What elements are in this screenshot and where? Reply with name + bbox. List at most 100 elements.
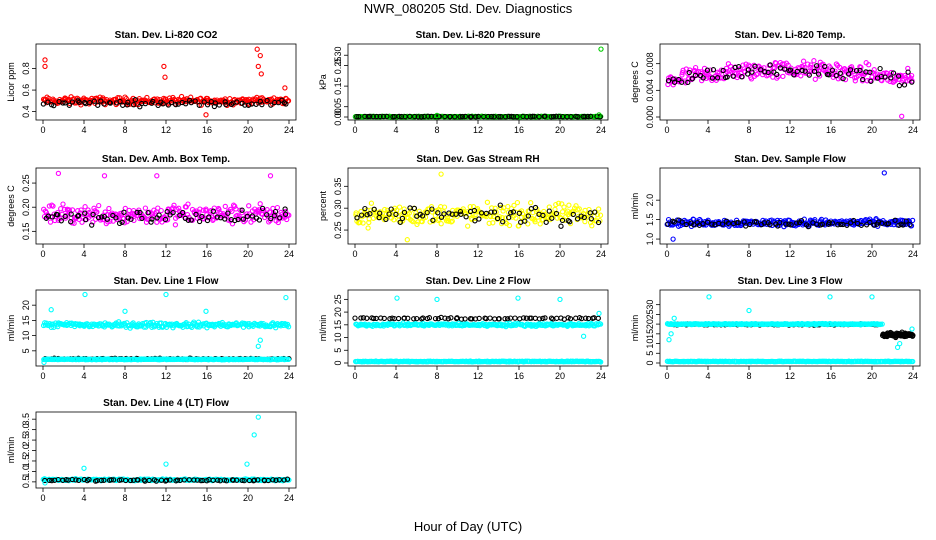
x-tick-label: 4 <box>81 371 86 381</box>
y-tick-label: 5 <box>333 348 343 353</box>
data-point <box>284 216 290 223</box>
data-point <box>171 202 177 208</box>
data-point-cal <box>462 316 468 322</box>
data-point-cal <box>497 202 503 208</box>
data-point <box>858 64 864 71</box>
data-point-cal <box>850 217 857 224</box>
data-point-cal <box>360 315 367 321</box>
data-point-cal <box>284 476 291 482</box>
data-point-cal <box>121 209 127 215</box>
data-point-cal <box>259 101 265 108</box>
data-point <box>519 211 526 217</box>
data-point-cal <box>485 113 491 120</box>
data-point-cal <box>270 477 276 483</box>
data-point-cal <box>838 221 844 228</box>
panel-2: Stan. Dev. Li-820 Pressure 0 4 8 12 16 20 24 0.0… <box>318 30 609 135</box>
data-point-cal <box>885 220 892 227</box>
x-tick-label: 24 <box>596 125 606 135</box>
data-point <box>597 212 604 218</box>
data-point-cal <box>709 75 716 81</box>
data-point-cal <box>567 316 574 322</box>
data-point <box>176 205 182 211</box>
data-point-cal <box>430 217 436 223</box>
data-point-cal <box>782 66 788 72</box>
data-point-cal <box>222 99 228 105</box>
data-point-cal <box>95 214 102 221</box>
data-point-cal <box>145 210 151 216</box>
data-point-cal <box>435 210 441 216</box>
data-point-cal <box>51 102 57 109</box>
data-point-cal <box>69 99 76 105</box>
data-point-cal <box>153 478 159 484</box>
data-point-cal <box>162 216 169 223</box>
y-tick-label: 0.5 <box>21 476 31 489</box>
data-point <box>528 200 534 206</box>
data-point-cal <box>857 67 863 74</box>
y-tick-label: 30 <box>645 300 655 310</box>
data-point-cal <box>62 213 68 220</box>
outlier-point <box>670 236 676 242</box>
data-point-cal <box>516 210 522 216</box>
outlier-point <box>161 63 167 70</box>
outlier-point <box>254 46 260 52</box>
data-point-cal <box>123 477 129 484</box>
data-point-cal <box>124 102 130 108</box>
data-point-cal <box>488 209 494 215</box>
data-point-cal <box>671 79 678 85</box>
y-tick-label: 0.25 <box>21 174 31 192</box>
data-point-cal <box>364 315 370 321</box>
data-point-cal <box>502 114 509 120</box>
data-point-cal <box>268 215 274 222</box>
x-tick-label: 24 <box>908 371 918 381</box>
data-point-cal <box>847 67 854 73</box>
y-tick-label: 0 <box>333 360 343 365</box>
outlier-point <box>596 112 602 118</box>
data-point-cal <box>101 213 108 220</box>
data-point-cal <box>767 62 773 68</box>
data-point-cal <box>125 215 131 221</box>
data-point-cal <box>223 101 229 108</box>
x-tick-label: 0 <box>664 125 669 135</box>
data-point <box>484 199 491 205</box>
data-point-cal <box>536 114 542 120</box>
data-point-cal <box>273 477 279 483</box>
data-point-cal <box>765 69 771 76</box>
data-point-cal <box>532 204 539 211</box>
data-point <box>465 223 471 229</box>
y-tick-label: 25 <box>645 309 655 319</box>
outlier-point <box>827 294 833 300</box>
data-point-cal <box>204 102 211 108</box>
data-point-cal <box>117 98 123 105</box>
data-point-cal <box>888 75 894 81</box>
data-point-cal <box>364 212 370 218</box>
data-point <box>910 358 916 365</box>
data-point-cal <box>679 79 685 85</box>
data-point-cal <box>896 82 903 89</box>
data-point <box>230 202 237 208</box>
data-point-cal <box>193 211 199 218</box>
outlier-point <box>282 85 288 91</box>
data-point-cal <box>540 212 546 219</box>
y-tick-label: 0.20 <box>21 198 31 216</box>
data-point-cal <box>168 99 175 106</box>
data-point-cal <box>811 68 818 75</box>
x-tick-label: 0 <box>40 249 45 259</box>
data-point-cal <box>752 63 758 69</box>
data-point <box>142 205 149 211</box>
data-point <box>906 218 913 225</box>
data-point-cal <box>583 315 589 321</box>
data-point-cal <box>749 69 755 75</box>
data-point-cal <box>378 315 384 321</box>
data-point-cal <box>488 113 495 120</box>
x-tick-label: 4 <box>705 371 710 381</box>
y-tick-label: 0.4 <box>21 105 31 118</box>
data-point-cal <box>745 67 752 73</box>
data-point <box>555 200 562 206</box>
data-point-cal <box>570 211 576 218</box>
data-point-cal <box>125 99 131 105</box>
y-tick-label: 0.30 <box>333 46 343 64</box>
data-point <box>410 218 416 225</box>
outlier-point <box>515 295 521 301</box>
data-point-cal <box>582 113 588 120</box>
data-point-cal <box>689 76 695 82</box>
